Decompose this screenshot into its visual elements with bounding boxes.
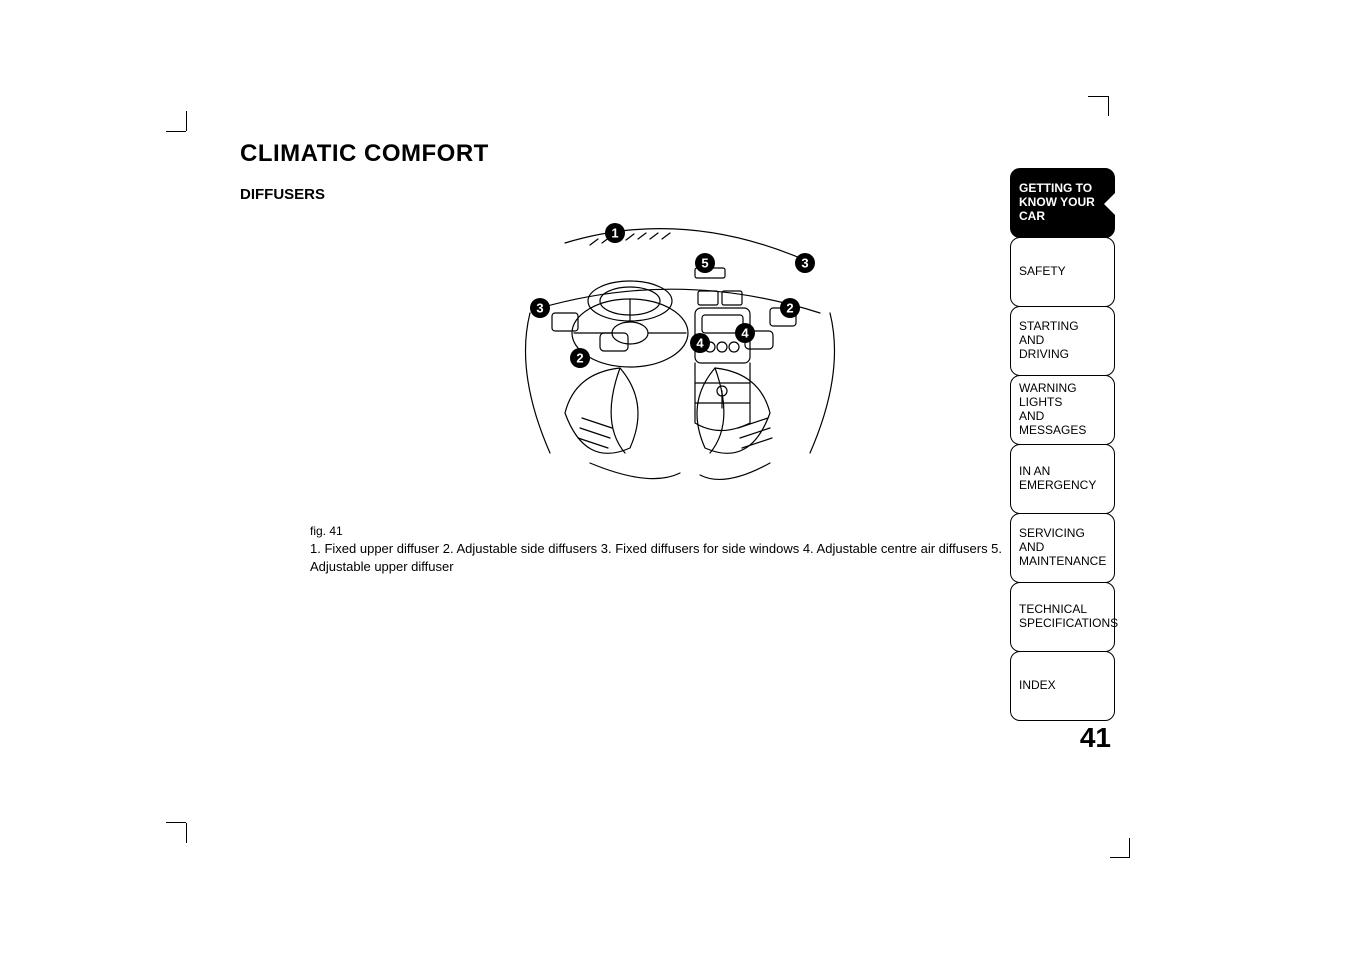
crop-mark xyxy=(1129,838,1130,858)
callout-bubble: 2 xyxy=(570,348,590,368)
page-title: CLIMATIC COMFORT xyxy=(240,140,1120,168)
section-tab[interactable]: SERVICING ANDMAINTENANCE xyxy=(1010,513,1115,583)
callout-bubble: 5 xyxy=(695,253,715,273)
section-tab[interactable]: STARTING ANDDRIVING xyxy=(1010,306,1115,376)
section-tab[interactable]: SAFETY xyxy=(1010,237,1115,307)
tab-label: SPECIFICATIONS xyxy=(1019,617,1106,631)
figure-legend: 1. Fixed upper diffuser 2. Adjustable si… xyxy=(310,540,1050,575)
section-tab[interactable]: TECHNICALSPECIFICATIONS xyxy=(1010,582,1115,652)
callout-bubble: 2 xyxy=(780,298,800,318)
page-number: 41 xyxy=(1010,722,1115,754)
tab-label: GETTING TO xyxy=(1019,182,1106,196)
crop-mark xyxy=(166,822,186,823)
svg-text:5: 5 xyxy=(701,256,708,271)
tab-label: IN AN EMERGENCY xyxy=(1019,465,1106,493)
svg-text:3: 3 xyxy=(801,256,808,271)
callout-bubble: 1 xyxy=(605,223,625,243)
section-tab[interactable]: INDEX xyxy=(1010,651,1115,721)
section-tabs: GETTING TOKNOW YOUR CAR SAFETY STARTING AN… xyxy=(1010,168,1115,754)
svg-text:4: 4 xyxy=(741,326,749,341)
section-heading: DIFFUSERS xyxy=(240,186,1120,203)
tab-label: INDEX xyxy=(1019,679,1106,693)
svg-text:2: 2 xyxy=(786,301,793,316)
svg-text:4: 4 xyxy=(696,336,704,351)
crop-mark xyxy=(1110,857,1130,858)
crop-mark xyxy=(166,131,186,132)
tab-label: AND MESSAGES xyxy=(1019,410,1106,438)
crop-mark xyxy=(1088,96,1108,97)
crop-mark xyxy=(186,823,187,843)
callout-bubble: 3 xyxy=(795,253,815,273)
figure: 1 5 3 3 2 4 4 2 xyxy=(310,213,1050,518)
section-tab[interactable]: GETTING TOKNOW YOUR CAR xyxy=(1010,168,1115,238)
manual-page: CLIMATIC COMFORT DIFFUSERS xyxy=(240,140,1120,770)
tab-label: MAINTENANCE xyxy=(1019,555,1106,569)
tab-label: SAFETY xyxy=(1019,265,1106,279)
tab-label: TECHNICAL xyxy=(1019,603,1106,617)
svg-text:2: 2 xyxy=(576,351,583,366)
callout-bubble: 3 xyxy=(530,298,550,318)
crop-mark xyxy=(186,111,187,131)
crop-mark xyxy=(1108,96,1109,116)
figure-label: fig. 41 xyxy=(310,524,343,538)
dashboard-illustration: 1 5 3 3 2 4 4 2 xyxy=(470,213,890,513)
tab-label: KNOW YOUR CAR xyxy=(1019,196,1106,224)
svg-text:3: 3 xyxy=(536,301,543,316)
tab-label: WARNING LIGHTS xyxy=(1019,382,1106,410)
svg-text:1: 1 xyxy=(611,226,618,241)
callout-bubble: 4 xyxy=(690,333,710,353)
section-tab[interactable]: IN AN EMERGENCY xyxy=(1010,444,1115,514)
tab-label: SERVICING AND xyxy=(1019,527,1106,555)
callout-bubble: 4 xyxy=(735,323,755,343)
tab-label: DRIVING xyxy=(1019,348,1106,362)
tab-label: STARTING AND xyxy=(1019,320,1106,348)
section-tab[interactable]: WARNING LIGHTSAND MESSAGES xyxy=(1010,375,1115,445)
figure-caption-row: fig. 41 F0Y0222 xyxy=(310,524,1050,538)
